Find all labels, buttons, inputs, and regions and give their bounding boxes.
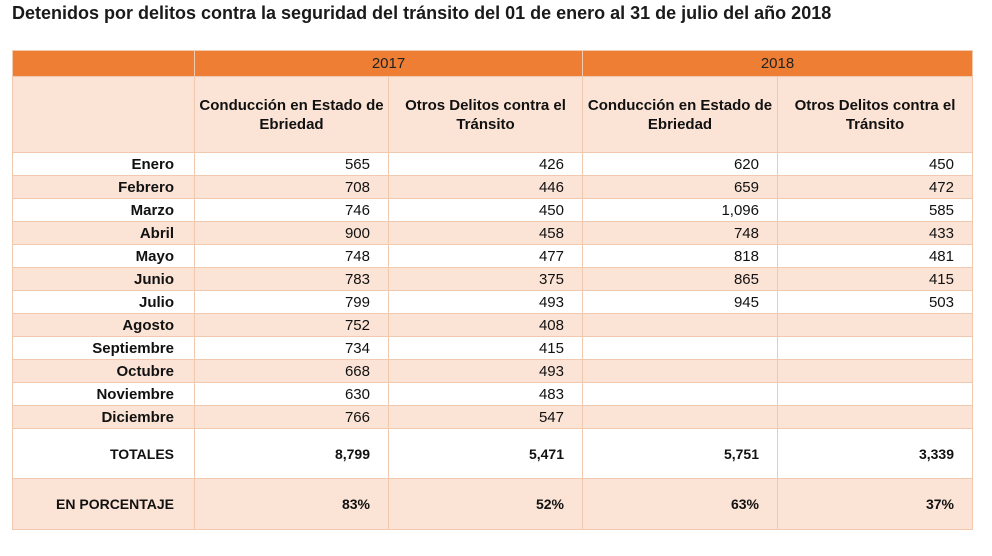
value-cell: 708	[194, 175, 389, 199]
month-label: Septiembre	[12, 336, 195, 360]
month-row: Mayo 748 477 818 481	[12, 244, 973, 268]
month-label: Diciembre	[12, 405, 195, 429]
month-label: Octubre	[12, 359, 195, 383]
page-title: Detenidos por delitos contra la segurida…	[12, 3, 832, 23]
month-label: Junio	[12, 267, 195, 291]
col-header-2017-otros: Otros Delitos contra el Tránsito	[388, 76, 583, 153]
totals-row: TOTALES 8,799 5,471 5,751 3,339	[12, 428, 973, 479]
total-cell: 3,339	[777, 428, 973, 479]
value-cell: 477	[388, 244, 583, 268]
month-label: Abril	[12, 221, 195, 245]
value-cell	[777, 382, 973, 406]
value-cell: 659	[582, 175, 778, 199]
value-cell: 945	[582, 290, 778, 314]
value-cell: 752	[194, 313, 389, 337]
total-cell: 8,799	[194, 428, 389, 479]
total-cell: 5,471	[388, 428, 583, 479]
value-cell: 408	[388, 313, 583, 337]
month-row: Julio 799 493 945 503	[12, 290, 973, 314]
percentage-label: EN PORCENTAJE	[12, 478, 195, 530]
month-row: Octubre 668 493	[12, 359, 973, 383]
value-cell: 620	[582, 152, 778, 176]
year-2017-header: 2017	[194, 50, 583, 77]
value-cell: 450	[388, 198, 583, 222]
value-cell: 630	[194, 382, 389, 406]
month-row: Marzo 746 450 1,096 585	[12, 198, 973, 222]
value-cell: 493	[388, 290, 583, 314]
percentage-cell: 52%	[388, 478, 583, 530]
year-header-blank	[12, 50, 195, 77]
value-cell: 865	[582, 267, 778, 291]
value-cell	[777, 359, 973, 383]
value-cell	[582, 359, 778, 383]
month-row: Abril 900 458 748 433	[12, 221, 973, 245]
value-cell: 433	[777, 221, 973, 245]
month-rows: Enero 565 426 620 450 Febrero 708 446 659 472 Marz…	[12, 152, 973, 429]
value-cell	[777, 313, 973, 337]
value-cell: 746	[194, 198, 389, 222]
value-cell: 565	[194, 152, 389, 176]
value-cell: 415	[388, 336, 583, 360]
value-cell: 818	[582, 244, 778, 268]
month-label: Noviembre	[12, 382, 195, 406]
month-label: Febrero	[12, 175, 195, 199]
year-2018-header: 2018	[582, 50, 973, 77]
value-cell	[582, 336, 778, 360]
month-row: Agosto 752 408	[12, 313, 973, 337]
total-cell: 5,751	[582, 428, 778, 479]
month-label: Mayo	[12, 244, 195, 268]
value-cell: 375	[388, 267, 583, 291]
value-cell: 900	[194, 221, 389, 245]
month-label: Agosto	[12, 313, 195, 337]
col-header-2018-otros: Otros Delitos contra el Tránsito	[777, 76, 973, 153]
value-cell	[582, 313, 778, 337]
col-header-2017-ebriedad: Conducción en Estado de Ebriedad	[194, 76, 389, 153]
month-row: Enero 565 426 620 450	[12, 152, 973, 176]
value-cell: 481	[777, 244, 973, 268]
value-cell	[582, 382, 778, 406]
value-cell: 446	[388, 175, 583, 199]
value-cell: 748	[194, 244, 389, 268]
year-header-row: 2017 2018	[12, 50, 973, 77]
value-cell: 503	[777, 290, 973, 314]
totals-label: TOTALES	[12, 428, 195, 479]
value-cell: 415	[777, 267, 973, 291]
month-row: Diciembre 766 547	[12, 405, 973, 429]
value-cell: 547	[388, 405, 583, 429]
percentage-cell: 83%	[194, 478, 389, 530]
value-cell	[582, 405, 778, 429]
value-cell: 483	[388, 382, 583, 406]
month-row: Junio 783 375 865 415	[12, 267, 973, 291]
detentions-table: 2017 2018 Conducción en Estado de Ebried…	[12, 50, 973, 530]
corner-cell	[12, 76, 195, 153]
month-row: Noviembre 630 483	[12, 382, 973, 406]
value-cell: 472	[777, 175, 973, 199]
value-cell: 734	[194, 336, 389, 360]
value-cell: 748	[582, 221, 778, 245]
value-cell: 458	[388, 221, 583, 245]
percentage-cell: 63%	[582, 478, 778, 530]
value-cell: 766	[194, 405, 389, 429]
value-cell: 426	[388, 152, 583, 176]
month-row: Septiembre 734 415	[12, 336, 973, 360]
value-cell	[777, 336, 973, 360]
value-cell: 493	[388, 359, 583, 383]
month-row: Febrero 708 446 659 472	[12, 175, 973, 199]
column-header-row: Conducción en Estado de Ebriedad Otros D…	[12, 76, 973, 153]
month-label: Julio	[12, 290, 195, 314]
value-cell: 799	[194, 290, 389, 314]
value-cell: 450	[777, 152, 973, 176]
col-header-2018-ebriedad: Conducción en Estado de Ebriedad	[582, 76, 778, 153]
month-label: Enero	[12, 152, 195, 176]
value-cell: 1,096	[582, 198, 778, 222]
value-cell: 783	[194, 267, 389, 291]
percentage-cell: 37%	[777, 478, 973, 530]
value-cell	[777, 405, 973, 429]
month-label: Marzo	[12, 198, 195, 222]
value-cell: 668	[194, 359, 389, 383]
value-cell: 585	[777, 198, 973, 222]
percentage-row: EN PORCENTAJE 83% 52% 63% 37%	[12, 478, 973, 530]
